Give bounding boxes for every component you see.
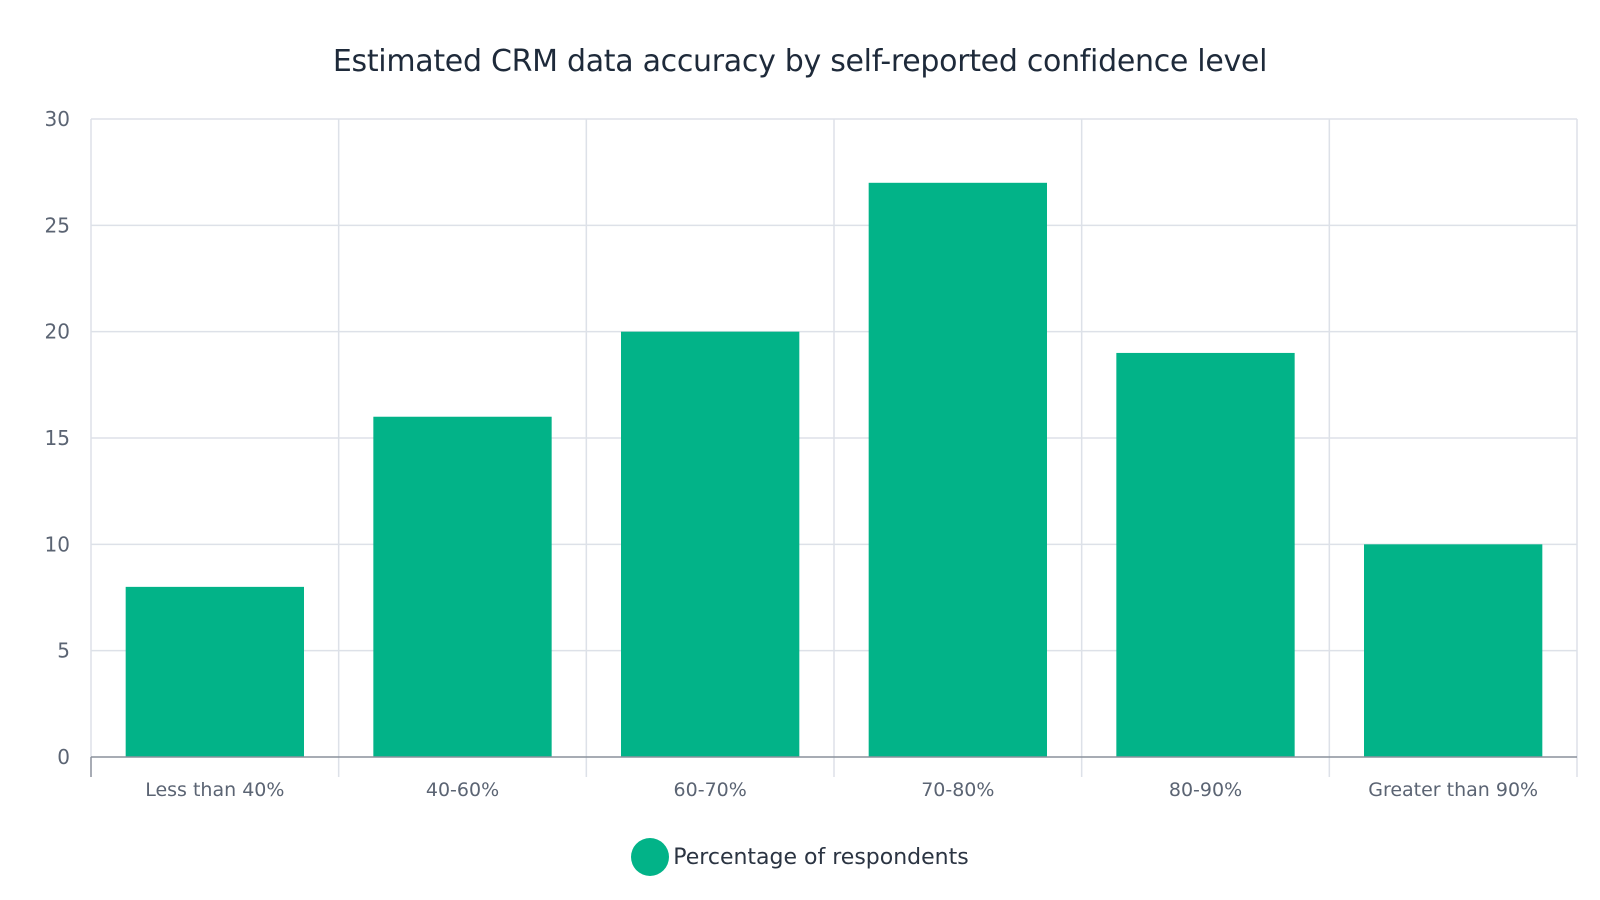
legend-label: Percentage of respondents [673, 844, 969, 870]
axes [90, 756, 1578, 777]
bar [1364, 544, 1543, 757]
tick-labels: 0 5 10 15 20 25 30 Less than 40% 40-60% 60-70% 70-… [45, 107, 1539, 801]
x-tick-label: Less than 40% [145, 779, 284, 801]
x-tick-label: 60-70% [674, 779, 747, 801]
bar [868, 182, 1047, 758]
legend-swatch-icon [631, 838, 670, 876]
y-tick-label: 15 [45, 426, 70, 450]
bar [373, 416, 552, 757]
bar [621, 331, 800, 757]
bar [125, 586, 304, 757]
bars [125, 182, 1543, 758]
y-tick-label: 25 [45, 213, 70, 237]
grid-lines [90, 118, 1578, 757]
y-tick-label: 10 [45, 532, 70, 556]
y-tick-label: 0 [57, 745, 70, 769]
legend: Percentage of respondents [0, 838, 1600, 876]
bar [1116, 352, 1295, 757]
chart-title: Estimated CRM data accuracy by self-repo… [332, 44, 1268, 79]
y-tick-label: 20 [45, 320, 70, 344]
x-tick-label: Greater than 90% [1368, 779, 1538, 801]
y-tick-label: 30 [45, 107, 70, 131]
x-tick-label: 40-60% [426, 779, 499, 801]
x-tick-label: 70-80% [921, 779, 994, 801]
y-tick-label: 5 [57, 639, 70, 663]
x-tick-label: 80-90% [1169, 779, 1242, 801]
